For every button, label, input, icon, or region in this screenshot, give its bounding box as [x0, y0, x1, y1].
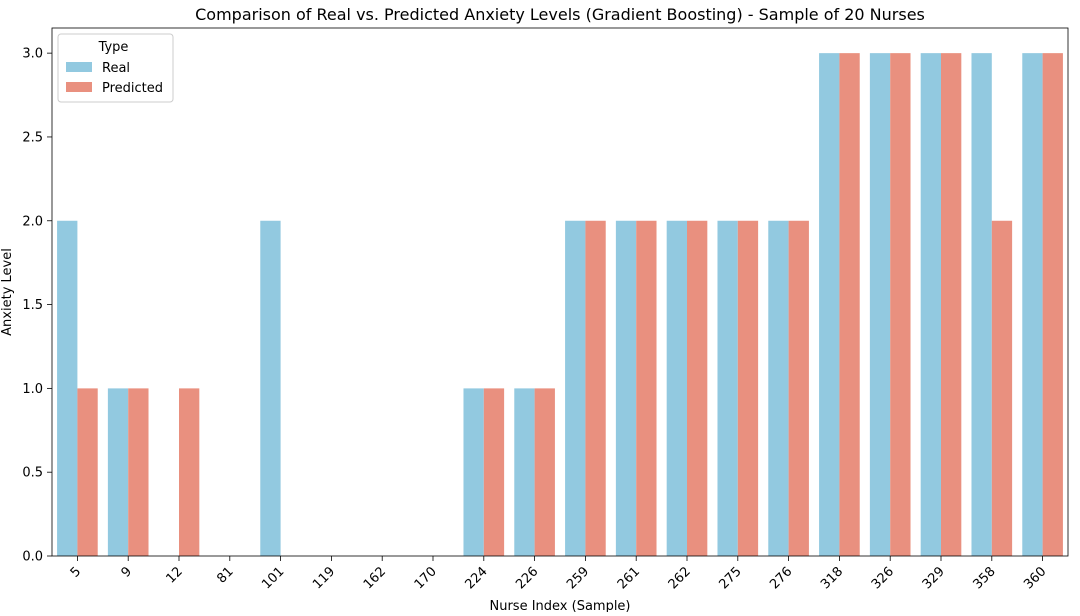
- x-tick-label: 101: [259, 564, 287, 592]
- legend-swatch-real: [66, 62, 92, 72]
- x-tick-label: 259: [564, 564, 592, 592]
- x-tick-label: 318: [818, 564, 846, 592]
- bar-real-358: [971, 53, 992, 556]
- bar-real-318: [819, 53, 840, 556]
- bar-predicted-275: [737, 220, 759, 556]
- legend-label-predicted: Predicted: [102, 81, 163, 96]
- x-tick-label: 226: [513, 564, 541, 592]
- bar-predicted-276: [788, 220, 809, 556]
- y-tick-label: 1.5: [22, 298, 43, 313]
- legend-title: Type: [98, 40, 129, 55]
- y-tick-label: 0.0: [22, 550, 43, 565]
- x-tick-label: 326: [869, 564, 897, 592]
- bar-real-259: [565, 220, 586, 556]
- bar-real-5: [57, 220, 78, 556]
- bar-predicted-358: [991, 220, 1013, 556]
- bar-real-276: [768, 220, 789, 556]
- bar-real-9: [107, 388, 129, 556]
- bar-predicted-360: [1042, 53, 1063, 556]
- bar-predicted-226: [534, 388, 555, 556]
- x-tick-label: 360: [1021, 564, 1049, 592]
- y-tick-label: 3.0: [22, 47, 43, 62]
- bar-predicted-224: [483, 388, 505, 556]
- bar-predicted-326: [890, 53, 911, 556]
- y-tick-label: 0.5: [22, 466, 43, 481]
- x-axis-title: Nurse Index (Sample): [489, 599, 630, 612]
- x-tick-label: 329: [920, 564, 948, 592]
- bar-real-101: [260, 220, 281, 556]
- y-tick-label: 2.5: [22, 130, 43, 145]
- x-tick-label: 12: [164, 564, 186, 586]
- bar-real-261: [615, 220, 637, 556]
- x-tick-label: 224: [462, 564, 490, 592]
- x-tick-label: 5: [68, 564, 84, 580]
- bar-real-226: [514, 388, 535, 556]
- bar-predicted-329: [941, 53, 962, 556]
- x-tick-label: 9: [119, 564, 135, 580]
- x-tick-label: 262: [666, 564, 694, 592]
- y-tick-label: 1.0: [22, 382, 43, 397]
- y-axis-title: Anxiety Level: [0, 248, 15, 336]
- bar-predicted-318: [839, 53, 860, 556]
- legend-swatch-predicted: [66, 82, 92, 92]
- bar-predicted-261: [636, 220, 657, 556]
- x-tick-label: 358: [970, 564, 998, 592]
- plot-frame: [51, 27, 1069, 557]
- y-tick-label: 2.0: [22, 214, 43, 229]
- x-tick-label: 276: [767, 564, 795, 592]
- bar-real-360: [1022, 53, 1043, 556]
- legend-label-real: Real: [102, 61, 130, 76]
- bar-predicted-259: [585, 220, 606, 556]
- x-tick-label: 170: [412, 564, 440, 592]
- bar-predicted-262: [687, 220, 708, 556]
- bar-real-262: [666, 220, 687, 556]
- bar-predicted-12: [179, 388, 200, 556]
- bars-layer: [57, 53, 1063, 556]
- legend: Type Real Predicted: [57, 33, 174, 103]
- bar-predicted-9: [128, 388, 149, 556]
- bar-real-224: [463, 388, 484, 556]
- bar-real-326: [869, 53, 891, 556]
- bar-real-329: [920, 53, 941, 556]
- x-tick-label: 81: [214, 564, 236, 586]
- chart-title: Comparison of Real vs. Predicted Anxiety…: [195, 5, 925, 24]
- x-tick-label: 119: [310, 564, 338, 592]
- bar-real-275: [717, 220, 738, 556]
- x-tick-label: 261: [615, 564, 643, 592]
- x-tick-label: 275: [716, 564, 744, 592]
- bar-predicted-5: [77, 388, 98, 556]
- x-tick-label: 162: [361, 564, 389, 592]
